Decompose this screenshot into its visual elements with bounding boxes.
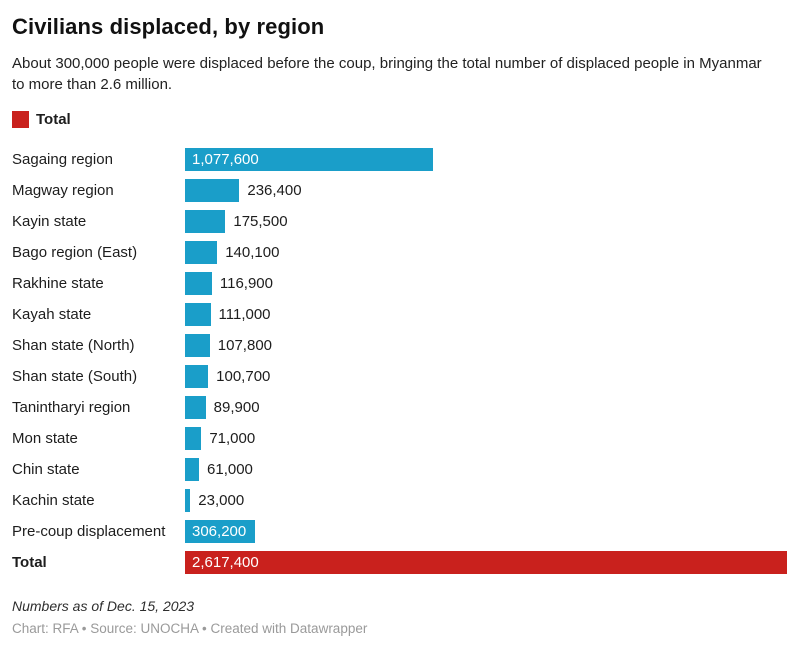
legend-swatch-total (12, 111, 29, 129)
value-label: 306,200 (192, 522, 247, 540)
bar: 306,200 (185, 519, 256, 543)
value-label: 140,100 (225, 243, 280, 261)
bar-row: Shan state (South) 100,700 (12, 361, 787, 392)
bar-row: Tanintharyi region 89,900 (12, 392, 787, 423)
category-label: Chin state (12, 460, 80, 478)
value-label: 100,700 (216, 367, 271, 385)
bar (185, 426, 202, 450)
category-label: Magway region (12, 181, 114, 199)
bar-track: 100,700 (185, 364, 787, 388)
bar-row: Shan state (North) 107,800 (12, 330, 787, 361)
bar: 1,077,600 (185, 147, 433, 171)
bar-track: 140,100 (185, 240, 787, 264)
bar-track: 107,800 (185, 333, 787, 357)
category-label: Total (12, 553, 47, 571)
bar-row: Chin state 61,000 (12, 454, 787, 485)
chart-credit: Chart: RFA • Source: UNOCHA • Created wi… (12, 620, 368, 636)
value-label: 175,500 (233, 212, 288, 230)
bar-track: 175,500 (185, 209, 787, 233)
bar-row: Magway region 236,400 (12, 175, 787, 206)
value-label: 107,800 (217, 336, 273, 354)
category-label: Bago region (East) (12, 243, 138, 261)
bar-track: 1,077,600 (185, 147, 787, 171)
bar-track: 23,000 (185, 488, 787, 512)
category-label: Mon state (12, 429, 78, 447)
value-label: 1,077,600 (192, 150, 259, 168)
bar-row: Kachin state 23,000 (12, 485, 787, 516)
category-label: Shan state (North) (12, 336, 135, 354)
bar-row: Mon state 71,000 (12, 423, 787, 454)
bar (185, 364, 209, 388)
category-label: Kayin state (12, 212, 87, 230)
bar-track: 61,000 (185, 457, 787, 481)
bar (185, 209, 226, 233)
legend: Total (12, 111, 787, 129)
bar-track: 236,400 (185, 178, 787, 202)
value-label: 111,000 (218, 305, 271, 323)
value-label: 2,617,400 (192, 553, 259, 571)
value-label: 89,900 (213, 398, 260, 416)
bar (185, 457, 200, 481)
value-label: 61,000 (207, 460, 253, 478)
value-label: 116,900 (219, 274, 273, 292)
bar (185, 395, 206, 419)
category-label: Kayah state (12, 305, 92, 323)
legend-label-total: Total (36, 111, 71, 129)
bar (185, 240, 218, 264)
page-title: Civilians displaced, by region (12, 14, 325, 39)
bar-track: 89,900 (185, 395, 787, 419)
bar-row: Kayin state 175,500 (12, 206, 787, 237)
value-label: 23,000 (198, 491, 245, 509)
value-label: 71,000 (209, 429, 256, 447)
bar-chart: Sagaing region 1,077,600 Magway region 2… (12, 144, 787, 578)
bar-row: Total 2,617,400 (12, 547, 787, 578)
category-label: Shan state (South) (12, 367, 138, 385)
bar-track: 2,617,400 (185, 550, 787, 574)
category-label: Sagaing region (12, 150, 113, 168)
bar-row: Bago region (East) 140,100 (12, 237, 787, 268)
bar-row: Kayah state 111,000 (12, 299, 787, 330)
bar (185, 488, 191, 512)
chart-subtitle: About 300,000 people were displaced befo… (12, 55, 762, 94)
chart-note: Numbers as of Dec. 15, 2023 (12, 597, 195, 614)
bar-row: Sagaing region 1,077,600 (12, 144, 787, 175)
bar-track: 306,200 (185, 519, 787, 543)
bar-track: 116,900 (185, 271, 787, 295)
bar: 2,617,400 (185, 550, 787, 574)
bar (185, 271, 212, 295)
category-label: Pre-coup displacement (12, 522, 166, 540)
bar (185, 333, 210, 357)
bar-track: 111,000 (185, 302, 787, 326)
bar-track: 71,000 (185, 426, 787, 450)
bar (185, 178, 240, 202)
chart-container: Civilians displaced, by region About 300… (12, 14, 787, 636)
category-label: Kachin state (12, 491, 95, 509)
category-label: Rakhine state (12, 274, 104, 292)
value-label: 236,400 (247, 181, 302, 199)
bar (185, 302, 211, 326)
bar-row: Rakhine state 116,900 (12, 268, 787, 299)
category-label: Tanintharyi region (12, 398, 131, 416)
bar-row: Pre-coup displacement 306,200 (12, 516, 787, 547)
